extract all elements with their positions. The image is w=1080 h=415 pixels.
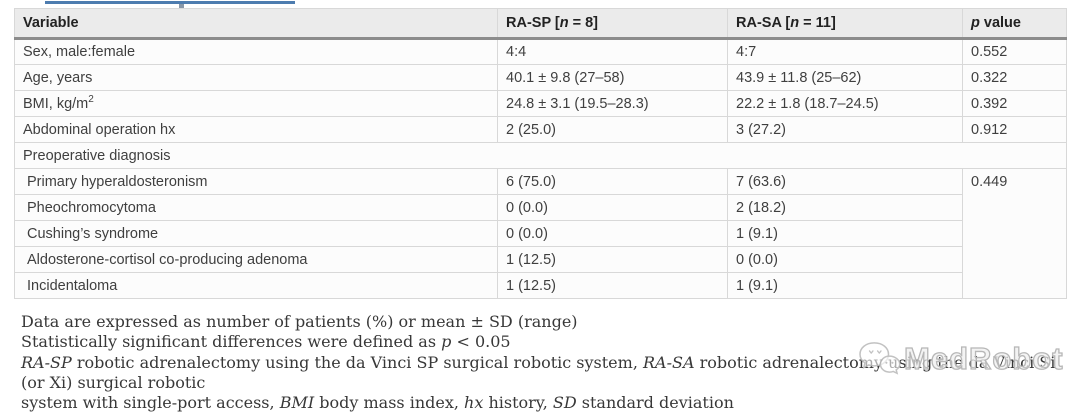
footnote-line-2: Statistically significant differences we… xyxy=(21,332,511,352)
cell-pvalue-diagnosis-group: 0.449 xyxy=(962,168,1067,299)
cell-rasa: 2 (18.2) xyxy=(727,194,963,221)
cell-rasa: 4:7 xyxy=(727,38,963,65)
cell-variable: Cushing’s syndrome xyxy=(14,220,498,247)
cell-rasa: 43.9 ± 11.8 (25–62) xyxy=(727,64,963,91)
cell-variable: Pheochromocytoma xyxy=(14,194,498,221)
table-row-pheochromocytoma: Pheochromocytoma 0 (0.0) 2 (18.2) xyxy=(14,194,1067,221)
cell-variable: Age, years xyxy=(14,64,498,91)
cell-variable: Aldosterone-cortisol co-producing adenom… xyxy=(14,246,498,273)
cell-rasp: 2 (25.0) xyxy=(497,116,728,143)
table-footnotes: Data are expressed as number of patients… xyxy=(21,312,1066,413)
table-row-aldosterone-cortisol-adenoma: Aldosterone-cortisol co-producing adenom… xyxy=(14,246,1067,273)
table-row-bmi: BMI, kg/m2 24.8 ± 3.1 (19.5–28.3) 22.2 ±… xyxy=(14,90,1067,117)
cell-variable: Incidentaloma xyxy=(14,272,498,299)
table-row-incidentaloma: Incidentaloma 1 (12.5) 1 (9.1) xyxy=(14,272,1067,299)
truncated-link-glyph-remnant xyxy=(179,4,184,8)
truncated-link-underline[interactable] xyxy=(45,1,295,4)
table-row-cushings-syndrome: Cushing’s syndrome 0 (0.0) 1 (9.1) xyxy=(14,220,1067,247)
column-header-rasa: RA-SA [n = 11] xyxy=(727,8,963,40)
cell-rasa: 0 (0.0) xyxy=(727,246,963,273)
cell-rasa: 22.2 ± 1.8 (18.7–24.5) xyxy=(727,90,963,117)
table-row-age: Age, years 40.1 ± 9.8 (27–58) 43.9 ± 11.… xyxy=(14,64,1067,91)
cell-rasp: 0 (0.0) xyxy=(497,220,728,247)
table-row-sex: Sex, male:female 4:4 4:7 0.552 xyxy=(14,38,1067,65)
cell-rasp: 24.8 ± 3.1 (19.5–28.3) xyxy=(497,90,728,117)
column-header-variable: Variable xyxy=(14,8,498,40)
column-header-rasp: RA-SP [n = 8] xyxy=(497,8,728,40)
cell-pvalue: 0.552 xyxy=(962,38,1067,65)
cell-variable: BMI, kg/m2 xyxy=(14,90,498,117)
cell-rasp: 40.1 ± 9.8 (27–58) xyxy=(497,64,728,91)
cell-rasa: 7 (63.6) xyxy=(727,168,963,195)
table-row-primary-hyperaldosteronism: Primary hyperaldosteronism 6 (75.0) 7 (6… xyxy=(14,168,1067,299)
cell-variable: Sex, male:female xyxy=(14,38,498,65)
footnote-line-1: Data are expressed as number of patients… xyxy=(21,312,578,331)
cell-rasp: 6 (75.0) xyxy=(497,168,728,195)
cell-rasp: 0 (0.0) xyxy=(497,194,728,221)
cell-rasa: 1 (9.1) xyxy=(727,272,963,299)
cell-pvalue: 0.912 xyxy=(962,116,1067,143)
patient-demographics-table: Variable RA-SP [n = 8] RA-SA [n = 11] p … xyxy=(14,8,1067,299)
cell-rasp: 1 (12.5) xyxy=(497,272,728,299)
table-header-row: Variable RA-SP [n = 8] RA-SA [n = 11] p … xyxy=(14,8,1067,40)
cell-rasp: 1 (12.5) xyxy=(497,246,728,273)
column-header-pvalue: p value xyxy=(962,8,1067,40)
table-section-row-preoperative-diagnosis: Preoperative diagnosis xyxy=(14,142,1067,169)
footnote-line-4: system with single-port access, BMI body… xyxy=(21,393,734,413)
footnote-line-3: RA-SP robotic adrenalectomy using the da… xyxy=(21,352,1056,392)
cell-rasp: 4:4 xyxy=(497,38,728,65)
cell-pvalue: 0.392 xyxy=(962,90,1067,117)
cell-variable: Abdominal operation hx xyxy=(14,116,498,143)
superscript-2: 2 xyxy=(88,93,94,105)
section-label: Preoperative diagnosis xyxy=(14,142,1067,169)
cell-rasa: 3 (27.2) xyxy=(727,116,963,143)
cell-variable: Primary hyperaldosteronism xyxy=(14,168,498,195)
cell-rasa: 1 (9.1) xyxy=(727,220,963,247)
cell-pvalue: 0.322 xyxy=(962,64,1067,91)
table-row-abdominal-hx: Abdominal operation hx 2 (25.0) 3 (27.2)… xyxy=(14,116,1067,143)
